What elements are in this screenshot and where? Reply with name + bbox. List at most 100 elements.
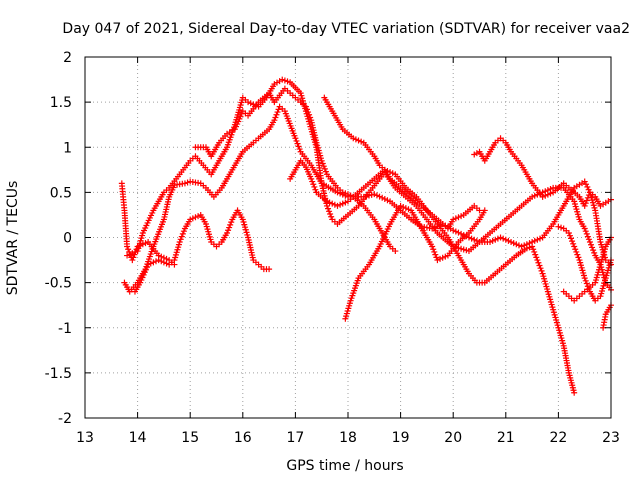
data-point [322,168,329,175]
data-point [536,262,543,269]
data-point [325,205,332,212]
data-point [266,266,273,273]
data-point [450,216,457,223]
data-point [572,246,579,253]
data-point [177,236,184,243]
data-point [571,389,578,396]
data-point [529,243,536,250]
data-point [569,238,576,245]
data-point [530,246,537,253]
data-point [585,236,592,243]
data-point [192,214,199,221]
y-ticks: 2 1.5 1 0.5 0 -0.5 -1 -1.5 -2 [45,50,611,427]
data-point [311,183,318,190]
data-point [591,249,598,256]
data-point [571,243,578,250]
data-point [581,275,588,282]
data-point [147,260,154,267]
data-point [473,150,480,157]
data-point [455,229,462,236]
data-point [272,114,279,121]
data-point [534,257,541,264]
data-point [575,254,582,261]
data-point [582,277,589,284]
data-point [339,189,346,196]
data-point [537,265,544,272]
data-point [471,236,478,243]
data-point [187,216,194,223]
series-arc-11 [560,234,614,304]
data-point [497,234,504,241]
data-point [342,190,349,197]
data-point [583,230,590,237]
data-point [178,233,185,240]
data-point [331,201,338,208]
x-tick-label: 16 [234,430,252,446]
data-point [308,175,315,182]
data-point [539,193,546,200]
data-point [131,249,138,256]
data-point [358,138,365,145]
data-point [431,224,438,231]
data-point [271,117,278,124]
data-point [531,237,538,244]
data-point [589,244,596,251]
data-point [295,143,302,150]
data-point [489,237,496,244]
data-point [153,258,160,265]
data-point [510,240,517,247]
data-point [566,232,573,239]
data-point [583,181,590,188]
data-point [547,190,554,197]
data-point [329,200,336,207]
grid-lines [85,57,611,418]
data-point [405,206,412,213]
data-point [130,254,137,261]
data-point [337,201,344,208]
data-point [583,197,590,204]
data-point [581,202,588,209]
series-arc-9 [471,135,614,209]
x-tick-label: 19 [392,430,410,446]
data-point [124,243,131,250]
y-axis-label: SDTVAR / TECUs [5,181,21,296]
data-point [568,235,575,242]
data-point [471,151,478,158]
data-point [581,178,588,185]
data-point [292,135,299,142]
data-point [145,261,152,268]
data-point [305,109,312,116]
data-point [584,194,591,201]
data-point [225,227,232,234]
data-point [273,111,280,118]
x-tick-label: 22 [549,430,567,446]
data-point [433,254,440,261]
data-point [160,259,167,266]
data-point [584,183,591,190]
data-point [381,195,388,202]
data-point [574,251,581,258]
series-arc-7 [321,94,483,232]
data-point [392,248,399,255]
data-point [125,246,132,253]
series-arc-5 [192,85,399,255]
data-point [439,254,446,261]
data-point [536,235,543,242]
data-point [139,241,146,248]
data-point [124,252,131,259]
data-point [492,236,499,243]
series-arc-6 [287,157,578,396]
x-tick-label: 15 [181,430,199,446]
data-point [224,229,231,236]
y-tick-label: 0 [63,231,72,247]
data-point [452,215,459,222]
y-tick-label: -1 [58,321,72,337]
data-point [342,199,349,206]
data-point [345,191,351,198]
data-point [294,140,301,147]
data-point [565,229,572,236]
data-point [129,250,136,257]
y-tick-label: -0.5 [45,276,72,292]
data-point [460,246,467,253]
